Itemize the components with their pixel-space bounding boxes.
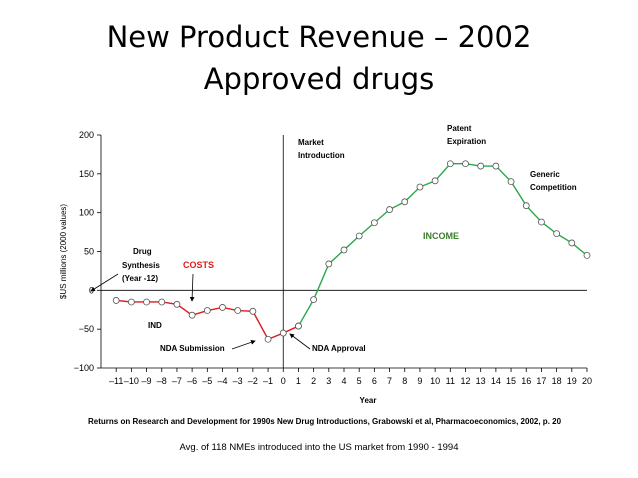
data-point-income [522, 202, 530, 210]
x-tick-label: 4 [341, 376, 346, 386]
series-line-costs [116, 299, 299, 341]
data-point-income [310, 296, 318, 304]
data-point-costs [249, 307, 257, 315]
x-tick-label: 8 [402, 376, 407, 386]
slide-title-line-1: New Product Revenue – 2002 [106, 20, 532, 54]
data-point-income [355, 232, 363, 240]
data-point-income [386, 206, 393, 213]
data-point-costs [279, 329, 287, 337]
annotation-costs: COSTS [183, 260, 214, 270]
data-point-income [340, 246, 348, 254]
slide-title-line-2: Approved drugs [203, 62, 435, 96]
x-tick-label: 19 [567, 376, 577, 386]
data-point-income [446, 160, 454, 168]
annotation-income: INCOME [423, 231, 459, 241]
x-tick-label: –2 [248, 376, 258, 386]
data-point-income [370, 219, 378, 227]
annotation-mkt1: Market [298, 138, 324, 147]
annotation-drug3: (Year -12) [122, 274, 158, 283]
data-point-income [401, 198, 409, 206]
annotation-drug1: Drug [133, 247, 152, 256]
annotation-gen2: Competition [530, 183, 577, 192]
x-tick-label: 10 [430, 376, 440, 386]
x-tick-label: 0 [281, 376, 286, 386]
data-point-income [431, 177, 439, 185]
x-tick-label: –3 [233, 376, 243, 386]
data-point-costs [158, 298, 166, 306]
x-tick-label: 7 [387, 376, 392, 386]
x-tick-label: 18 [552, 376, 562, 386]
annotation-drug2: Synthesis [122, 261, 160, 270]
data-point-costs [264, 335, 272, 343]
footnote-text: Avg. of 118 NMEs introduced into the US … [179, 442, 459, 453]
x-tick-label: 11 [446, 376, 455, 386]
x-tick-label: 6 [372, 376, 377, 386]
y-tick-label: 200 [79, 130, 94, 140]
x-tick-label: 15 [506, 376, 516, 386]
data-point-income [492, 162, 500, 170]
data-point-income [477, 162, 485, 170]
nda-submission-arrow [231, 340, 256, 350]
annotation-pat2: Expiration [447, 137, 486, 146]
x-tick-label: 9 [417, 376, 422, 386]
x-tick-label: –6 [187, 376, 197, 386]
data-point-income [462, 160, 469, 168]
y-tick-label: 100 [79, 208, 94, 218]
annotation-nda_sub: NDA Submission [160, 344, 225, 353]
data-point-income [325, 260, 333, 268]
x-tick-label: 13 [476, 376, 486, 386]
x-tick-label: 2 [311, 376, 316, 386]
data-point-costs [173, 300, 181, 308]
x-tick-label: –8 [157, 376, 167, 386]
data-point-income [568, 239, 576, 247]
y-tick-label: 50 [84, 247, 94, 257]
x-tick-label: 5 [357, 376, 362, 386]
x-tick-label: –1 [263, 376, 273, 386]
nda-approval-arrow [289, 333, 311, 350]
x-tick-label: –5 [202, 376, 212, 386]
y-axis-title: $US millions (2000 values) [59, 204, 68, 299]
x-tick-label: 16 [521, 376, 531, 386]
x-tick-label: 14 [491, 376, 501, 386]
y-tick-label: 150 [79, 169, 94, 179]
x-tick-label: –4 [217, 376, 227, 386]
annotation-mkt2: Introduction [298, 151, 345, 160]
data-point-income [295, 322, 302, 330]
x-tick-label: 12 [460, 376, 470, 386]
x-tick-label: –11 [109, 376, 123, 386]
x-tick-label: –9 [142, 376, 152, 386]
x-axis-title: Year [360, 396, 377, 405]
data-point-costs [203, 307, 211, 314]
x-tick-label: 17 [536, 376, 546, 386]
annotation-nda_app: NDA Approval [312, 344, 366, 353]
data-point-costs [127, 298, 135, 306]
y-tick-label: −50 [79, 324, 94, 334]
series-line-income [297, 163, 588, 327]
x-tick-label: 20 [582, 376, 592, 386]
citation-text: Returns on Research and Development for … [88, 417, 562, 426]
x-tick-label: 1 [296, 376, 301, 386]
drug-synthesis-arrow [90, 273, 119, 292]
data-point-income [583, 251, 591, 259]
annotation-pat1: Patent [447, 124, 472, 133]
data-point-costs [188, 311, 196, 319]
data-point-costs [234, 307, 242, 314]
costs-arrow [189, 273, 195, 302]
data-point-costs [143, 298, 150, 306]
data-point-income [507, 178, 515, 186]
annotation-gen1: Generic [530, 170, 560, 179]
data-point-income [416, 183, 424, 191]
data-point-income [553, 230, 561, 238]
x-tick-label: –10 [124, 376, 139, 386]
annotation-ind: IND [148, 321, 162, 330]
y-tick-label: −100 [74, 363, 94, 373]
data-point-income [538, 218, 545, 226]
x-tick-label: –7 [172, 376, 182, 386]
data-point-costs [112, 297, 120, 304]
x-tick-label: 3 [326, 376, 331, 386]
data-point-costs [219, 304, 226, 311]
